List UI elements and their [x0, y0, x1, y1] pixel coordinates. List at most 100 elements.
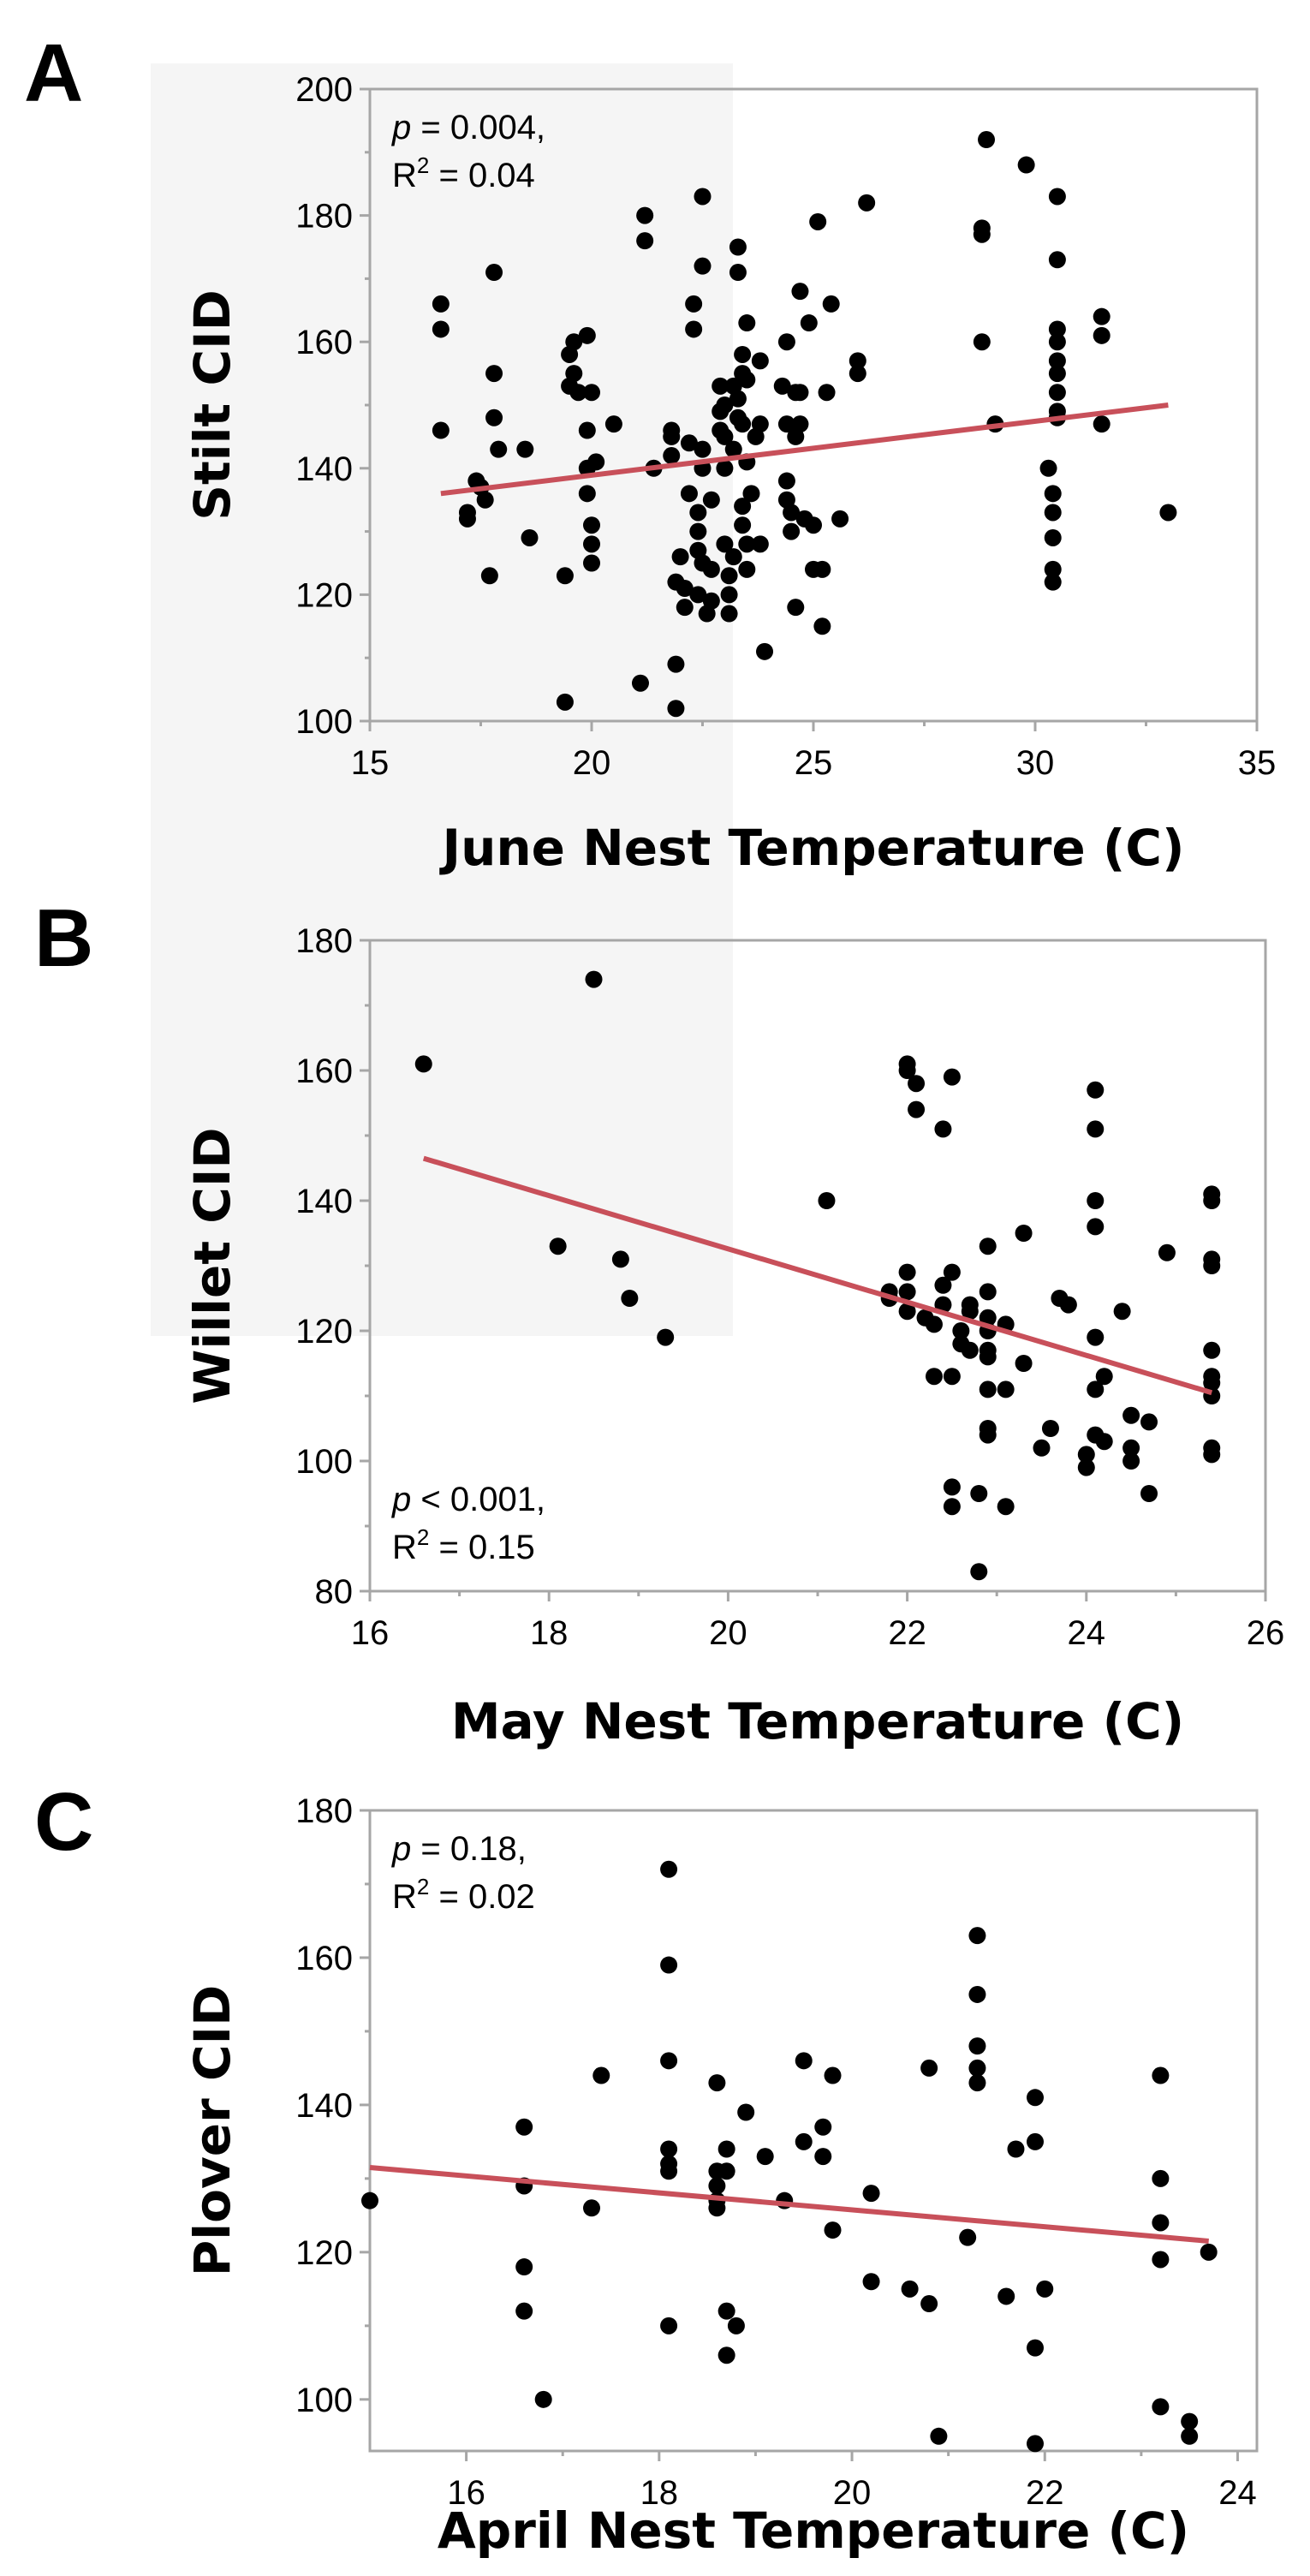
panel-b: B 80 100 120 140 160 180 16 18 20 22 24 26 May Nest T… — [34, 892, 1284, 1750]
data-point — [729, 390, 747, 408]
data-point — [979, 1380, 997, 1398]
y-tick-label: 180 — [295, 922, 353, 960]
data-point — [858, 194, 876, 212]
data-point — [1044, 485, 1062, 503]
data-point — [738, 314, 756, 332]
data-point — [485, 365, 503, 383]
x-axis-title: April Nest Temperature (C) — [438, 2501, 1189, 2560]
y-tick-label: 160 — [295, 1940, 353, 1977]
data-point — [738, 560, 756, 578]
data-point — [660, 2052, 678, 2070]
data-point — [583, 2199, 600, 2217]
data-point — [667, 700, 685, 718]
data-point — [708, 2199, 726, 2217]
regression-line — [422, 1155, 1213, 1396]
data-point — [737, 2103, 755, 2121]
data-point — [694, 440, 712, 458]
data-point — [777, 333, 795, 351]
x-tick-label: 20 — [573, 744, 611, 782]
data-point — [1048, 188, 1066, 206]
data-point — [818, 384, 836, 402]
data-point — [920, 2295, 938, 2313]
data-point — [822, 295, 840, 313]
data-point — [756, 2148, 774, 2166]
panel-letter: A — [24, 27, 83, 119]
data-point — [979, 1283, 997, 1301]
data-point — [849, 365, 866, 383]
data-point — [636, 232, 654, 250]
y-tick-label: 160 — [295, 324, 353, 361]
data-point — [515, 2118, 533, 2136]
y-tick-label: 120 — [295, 576, 353, 614]
data-point — [738, 371, 756, 389]
data-point — [458, 510, 476, 528]
data-point — [718, 2302, 735, 2320]
data-point — [1015, 1225, 1033, 1242]
data-point — [1048, 352, 1066, 370]
data-point — [1152, 2398, 1170, 2416]
p-value-text: p < 0.001, — [391, 1481, 545, 1518]
data-point — [1027, 2089, 1044, 2107]
data-point — [1122, 1439, 1140, 1457]
data-point — [1087, 1192, 1105, 1209]
x-tick-label: 25 — [795, 744, 833, 782]
p-value-text: p = 0.18, — [391, 1830, 527, 1868]
data-point — [814, 2148, 832, 2166]
x-tick-label: 16 — [447, 2474, 485, 2512]
data-point — [685, 295, 703, 313]
data-point — [973, 225, 991, 243]
data-point — [791, 283, 809, 301]
data-point — [592, 2066, 610, 2084]
data-point — [1007, 2140, 1025, 2158]
data-point — [676, 599, 694, 617]
data-point — [1041, 1420, 1059, 1437]
x-tick-label: 35 — [1238, 744, 1277, 782]
data-point — [604, 415, 622, 433]
x-tick-label: 20 — [709, 1614, 747, 1652]
data-point — [849, 352, 866, 370]
data-point — [997, 1498, 1015, 1516]
data-point — [1140, 1485, 1158, 1502]
data-point — [716, 397, 734, 414]
data-point — [943, 1478, 961, 1496]
r-squared-text: R2 = 0.15 — [392, 1524, 535, 1566]
data-point — [979, 1426, 997, 1444]
data-point — [777, 415, 795, 433]
data-point — [1095, 1433, 1113, 1451]
data-point — [583, 516, 600, 534]
panel-a: A 100 120 140 160 180 200 15 20 25 30 35 June Nest T… — [24, 27, 1276, 877]
data-point — [621, 1290, 639, 1307]
r-squared-text: R2 = 0.04 — [392, 152, 535, 194]
data-point — [1059, 1296, 1077, 1314]
data-point — [1158, 1243, 1176, 1261]
data-point — [756, 642, 774, 660]
data-point — [716, 427, 734, 445]
data-point — [708, 2177, 726, 2195]
data-point — [1027, 2435, 1044, 2453]
data-point — [1152, 2066, 1170, 2084]
x-tick-label: 20 — [833, 2474, 872, 2512]
data-point — [718, 2162, 735, 2180]
data-point — [1181, 2427, 1199, 2445]
data-point — [1048, 251, 1066, 269]
data-point — [943, 1263, 961, 1281]
data-point — [578, 485, 596, 503]
data-point — [657, 1328, 675, 1346]
panel-letter: B — [34, 892, 93, 984]
data-point — [671, 548, 689, 566]
data-point — [689, 522, 707, 540]
data-point — [515, 2258, 533, 2276]
data-point — [549, 1237, 567, 1255]
data-point — [961, 1303, 979, 1321]
data-point — [480, 567, 498, 585]
data-point — [824, 2221, 842, 2239]
data-point — [783, 522, 801, 540]
data-point — [787, 599, 805, 617]
data-point — [943, 1068, 961, 1086]
data-point — [979, 1237, 997, 1255]
data-point — [862, 2273, 880, 2291]
data-point — [1152, 2169, 1170, 2187]
data-point — [1152, 2214, 1170, 2232]
y-axis-title: Plover CID — [183, 1985, 241, 2276]
